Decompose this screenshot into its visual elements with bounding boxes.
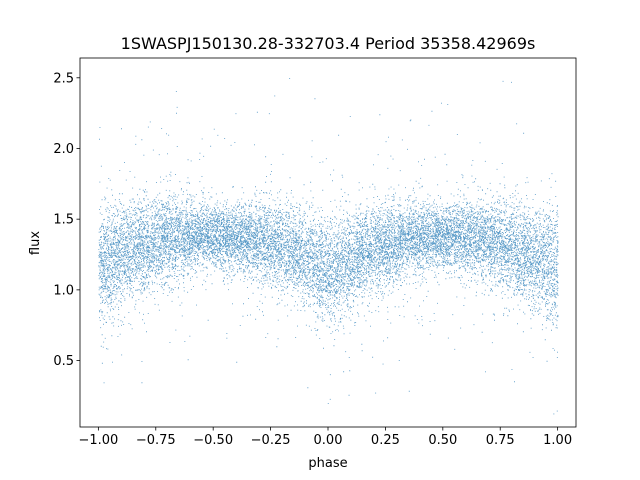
x-tick-label: −0.25 bbox=[251, 433, 291, 448]
y-tick-label: 1.5 bbox=[53, 213, 74, 228]
flux-data-points bbox=[98, 78, 559, 415]
y-tick-label: 1.0 bbox=[53, 283, 74, 298]
x-tick-label: −0.50 bbox=[193, 433, 233, 448]
y-axis: 0.5 1.0 1.5 2.0 2.5 bbox=[53, 71, 80, 369]
x-tick-label: 0.50 bbox=[428, 433, 457, 448]
chart-title: 1SWASPJ150130.28-332703.4 Period 35358.4… bbox=[121, 34, 536, 53]
x-axis: −1.00 −0.75 −0.50 −0.25 0.00 0.25 0.50 0.75 1.00 bbox=[78, 427, 572, 448]
y-tick-label: 0.5 bbox=[53, 354, 74, 369]
x-axis-label: phase bbox=[308, 456, 347, 471]
x-tick-label: −1.00 bbox=[78, 433, 118, 448]
y-tick-label: 2.0 bbox=[53, 142, 74, 157]
x-tick-label: 1.00 bbox=[543, 433, 572, 448]
scatter-points bbox=[98, 78, 559, 415]
x-tick-label: 0.25 bbox=[371, 433, 400, 448]
x-tick-label: 0.00 bbox=[314, 433, 343, 448]
y-axis-label: flux bbox=[28, 231, 43, 255]
y-tick-label: 2.5 bbox=[53, 71, 74, 86]
x-tick-label: 0.75 bbox=[486, 433, 515, 448]
x-tick-label: −0.75 bbox=[136, 433, 176, 448]
